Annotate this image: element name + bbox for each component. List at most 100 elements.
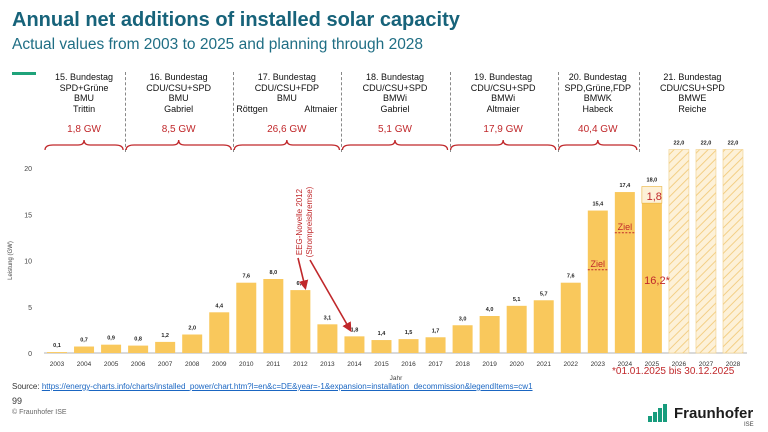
x-tick-label: 2005 bbox=[104, 361, 119, 368]
government-line: Trittin bbox=[72, 103, 96, 114]
government-line: BMWi bbox=[491, 93, 516, 103]
government-column: 19. Bundestag CDU/CSU+SPD BMWi Altmaier bbox=[450, 72, 557, 192]
government-line: BMU bbox=[168, 93, 189, 103]
y-axis-label: Leistung (GW) bbox=[8, 241, 14, 280]
bar bbox=[290, 290, 311, 353]
bar-planned bbox=[668, 149, 690, 354]
government-column: 17. Bundestag CDU/CSU+FDP BMU Röttgen Altmai… bbox=[233, 72, 340, 192]
bar-value-label: 0,8 bbox=[134, 337, 142, 343]
x-tick-label: 2013 bbox=[320, 361, 335, 368]
government-line: 21. Bundestag bbox=[663, 72, 722, 82]
bar-value-label: 4,0 bbox=[486, 307, 494, 313]
bar-2025-remaining-label: 1,8 bbox=[647, 191, 662, 203]
bar-value-label: 8,0 bbox=[269, 270, 277, 276]
bar bbox=[209, 312, 230, 353]
government-line: Altmaier bbox=[486, 103, 520, 114]
x-tick-label: 2008 bbox=[185, 361, 200, 368]
bar-value-label: 6,8 bbox=[297, 281, 305, 287]
bar-value-label: 1,5 bbox=[405, 330, 413, 336]
government-separator bbox=[341, 72, 343, 152]
bar-value-label: 3,1 bbox=[324, 315, 332, 321]
x-tick-label: 2028 bbox=[726, 361, 741, 368]
bar-value-label: 3,0 bbox=[459, 316, 467, 322]
page-title: Annual net additions of installed solar … bbox=[12, 9, 460, 31]
bar-value-label: 2,0 bbox=[188, 326, 196, 332]
y-tick-label: 5 bbox=[28, 305, 32, 312]
government-line: 16. Bundestag bbox=[149, 72, 208, 82]
government-column: 16. Bundestag CDU/CSU+SPD BMU Gabriel bbox=[125, 72, 232, 192]
x-tick-label: 2006 bbox=[131, 361, 146, 368]
bar-value-label: 22,0 bbox=[728, 141, 739, 147]
government-gw-total: 40,4 GW bbox=[578, 124, 618, 135]
government-brace bbox=[125, 139, 232, 151]
government-line: BMWi bbox=[382, 93, 407, 103]
bar bbox=[74, 346, 95, 353]
government-line: Gabriel bbox=[164, 103, 194, 114]
government-line: CDU/CSU+SPD bbox=[362, 82, 428, 93]
government-line: BMWE bbox=[678, 93, 707, 103]
government-line: Reiche bbox=[678, 103, 707, 114]
government-gw-total: 17,9 GW bbox=[483, 124, 523, 135]
x-tick-label: 2014 bbox=[347, 361, 362, 368]
y-tick-label: 15 bbox=[24, 212, 32, 219]
government-line: 17. Bundestag bbox=[257, 72, 316, 82]
bar bbox=[263, 279, 284, 353]
government-column: 21. Bundestag CDU/CSU+SPD BMWE Reiche bbox=[639, 72, 746, 192]
government-minister: Röttgen bbox=[236, 103, 268, 114]
x-tick-label: 2003 bbox=[50, 361, 65, 368]
bar bbox=[344, 336, 365, 353]
bar-value-label: 5,1 bbox=[513, 297, 521, 303]
x-tick-label: 2022 bbox=[564, 361, 579, 368]
bar bbox=[317, 324, 338, 353]
government-separator bbox=[449, 72, 451, 152]
government-gw-total: 8,5 GW bbox=[161, 124, 196, 135]
government-brace bbox=[341, 139, 449, 151]
x-tick-label: 2019 bbox=[482, 361, 497, 368]
bar bbox=[371, 340, 392, 353]
x-tick-label: 2009 bbox=[212, 361, 227, 368]
bar-value-label: 0,9 bbox=[107, 336, 115, 342]
bar-2025-actual bbox=[641, 203, 662, 353]
government-gw-total: 5,1 GW bbox=[378, 124, 412, 135]
government-line: 15. Bundestag bbox=[55, 72, 114, 82]
government-separator bbox=[233, 72, 235, 152]
y-tick-label: 0 bbox=[28, 351, 32, 358]
bar-planned bbox=[695, 149, 717, 354]
x-tick-label: 2017 bbox=[428, 361, 443, 368]
page-number: 99 bbox=[12, 396, 23, 406]
government-line: 18. Bundestag bbox=[365, 72, 425, 82]
x-tick-label: 2024 bbox=[618, 361, 633, 368]
fraunhofer-logo-text: Fraunhofer bbox=[674, 404, 754, 422]
y-tick-label: 20 bbox=[24, 166, 32, 173]
bar-value-label: 5,7 bbox=[540, 291, 548, 297]
copyright: © Fraunhofer ISE bbox=[12, 409, 67, 416]
x-tick-label: 2012 bbox=[293, 361, 308, 368]
government-line: 19. Bundestag bbox=[474, 72, 533, 82]
government-brace bbox=[233, 139, 341, 151]
government-line: SPD,Grüne,FDP bbox=[564, 82, 632, 93]
government-line: BMWK bbox=[583, 93, 612, 103]
chart-footnote: *01.01.2025 bis 30.12.2025 bbox=[612, 366, 735, 377]
bar-value-label: 18,0 bbox=[647, 178, 658, 184]
government-line: BMU bbox=[74, 93, 95, 103]
title-accent-line bbox=[12, 72, 36, 75]
government-column: 20. Bundestag SPD,Grüne,FDP BMWK Habeck bbox=[558, 72, 638, 192]
x-tick-label: 2016 bbox=[401, 361, 416, 368]
bar-2025-remaining bbox=[641, 186, 663, 204]
fraunhofer-logo: Fraunhofer bbox=[648, 404, 753, 422]
bar-value-label: 7,6 bbox=[567, 274, 575, 280]
target-label: Ziel bbox=[618, 222, 633, 232]
bar-value-label: 1,8 bbox=[351, 327, 359, 333]
government-ministers: Röttgen Altmaier bbox=[233, 104, 340, 115]
government-gw-total: 1,8 GW bbox=[67, 124, 101, 135]
x-tick-label: 2026 bbox=[672, 361, 687, 368]
government-brace bbox=[44, 139, 124, 151]
bar-value-label: 17,4 bbox=[619, 183, 631, 189]
x-tick-label: 2004 bbox=[77, 361, 92, 368]
source-link[interactable]: https://energy-charts.info/charts/instal… bbox=[41, 382, 533, 391]
government-line: CDU/CSU+SPD bbox=[660, 82, 725, 93]
government-brace bbox=[558, 139, 638, 151]
bar-value-label: 0,1 bbox=[53, 343, 61, 349]
government-minister: Altmaier bbox=[304, 103, 338, 114]
